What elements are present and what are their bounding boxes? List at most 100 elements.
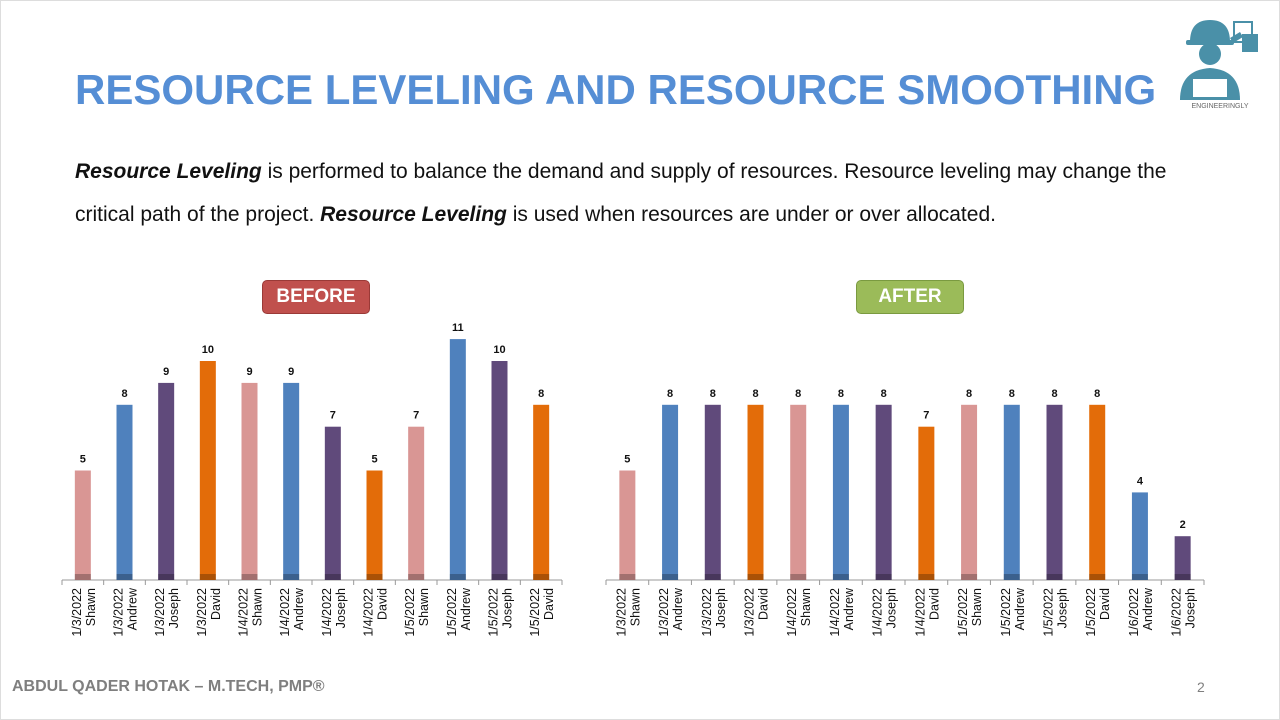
paragraph-text: is performed to balance the demand and s…: [261, 160, 1167, 183]
bar-shadow: [283, 574, 300, 580]
bar: [790, 404, 807, 580]
emphasis-term: Resource Leveling: [75, 160, 262, 183]
bar: [366, 470, 383, 580]
bar-shadow: [918, 574, 935, 580]
bar: [74, 470, 91, 580]
tick-label: 1/3/2022Shawn: [70, 588, 98, 637]
bar: [241, 382, 258, 580]
data-label: 7: [413, 410, 419, 422]
bar-shadow: [491, 574, 508, 580]
data-label: 7: [330, 410, 336, 422]
svg-text:ENGINEERINGLY: ENGINEERINGLY: [1191, 103, 1248, 110]
bar-shadow: [875, 574, 892, 580]
data-label: 8: [710, 388, 716, 400]
bar: [158, 382, 175, 580]
tick-label: 1/4/2022David: [913, 588, 941, 637]
data-label: 10: [493, 344, 505, 356]
bar: [875, 404, 892, 580]
before-badge: BEFORE: [262, 280, 370, 314]
tick-label: 1/5/2022Andrew: [999, 587, 1027, 637]
tick-label: 1/4/2022Andrew: [828, 587, 856, 637]
tick-label: 1/6/2022Joseph: [1170, 588, 1198, 637]
bar: [533, 404, 550, 580]
bar: [704, 404, 721, 580]
data-label: 8: [966, 388, 972, 400]
bar-shadow: [449, 574, 466, 580]
bar-shadow: [116, 574, 133, 580]
data-label: 8: [838, 388, 844, 400]
data-label: 8: [1009, 388, 1015, 400]
tick-label: 1/4/2022Shawn: [785, 588, 813, 637]
bar: [283, 382, 300, 580]
bar-shadow: [1003, 574, 1020, 580]
paragraph-text: critical path of the project.: [75, 203, 321, 226]
after-badge: AFTER: [856, 280, 964, 314]
bar: [1131, 492, 1148, 580]
bar: [116, 404, 133, 580]
data-label: 8: [1094, 388, 1100, 400]
data-label: 5: [624, 454, 630, 466]
paragraph-line-2: critical path of the project. Resource L…: [75, 203, 1205, 227]
bar: [324, 426, 341, 580]
data-label: 8: [752, 388, 758, 400]
data-label: 9: [246, 366, 252, 378]
bar: [1089, 404, 1106, 580]
bar-shadow: [790, 574, 807, 580]
data-label: 8: [667, 388, 673, 400]
footer-author: ABDUL QADER HOTAK – M.TECH, PMP®: [12, 678, 325, 695]
data-label: 8: [121, 388, 127, 400]
bar: [918, 426, 935, 580]
bar: [449, 339, 466, 580]
bar-shadow: [832, 574, 849, 580]
data-label: 7: [923, 410, 929, 422]
data-label: 8: [881, 388, 887, 400]
bar-shadow: [158, 574, 175, 580]
data-label: 8: [538, 388, 544, 400]
bar-shadow: [1131, 574, 1148, 580]
tick-label: 1/5/2022Andrew: [445, 587, 473, 637]
tick-label: 1/4/2022Joseph: [320, 588, 348, 637]
tick-label: 1/6/2022Andrew: [1127, 587, 1155, 637]
data-label: 5: [371, 454, 377, 466]
tick-label: 1/4/2022David: [362, 588, 390, 637]
bar-shadow: [74, 574, 91, 580]
tick-label: 1/5/2022Joseph: [1042, 588, 1070, 637]
tick-label: 1/5/2022Shawn: [403, 588, 431, 637]
tick-label: 1/5/2022Shawn: [956, 588, 984, 637]
bar-shadow: [662, 574, 679, 580]
bar: [408, 426, 425, 580]
data-label: 9: [288, 366, 294, 378]
bar-shadow: [619, 574, 636, 580]
bar-shadow: [1089, 574, 1106, 580]
bar: [961, 404, 978, 580]
data-label: 2: [1180, 519, 1186, 531]
bar: [662, 404, 679, 580]
data-label: 8: [795, 388, 801, 400]
tick-label: 1/3/2022Andrew: [657, 587, 685, 637]
bar-shadow: [704, 574, 721, 580]
tick-label: 1/5/2022Joseph: [487, 588, 515, 637]
after-chart: 5 1/3/2022Shawn 8 1/3/2022Andrew 8 1/3/2022Jo…: [605, 388, 1205, 637]
data-label: 10: [202, 344, 214, 356]
tick-label: 1/3/2022Shawn: [614, 588, 642, 637]
bar-shadow: [199, 574, 216, 580]
emphasis-term: Resource Leveling: [320, 203, 507, 226]
bar: [747, 404, 764, 580]
tick-label: 1/4/2022Joseph: [871, 588, 899, 637]
bar: [1174, 536, 1191, 580]
bar: [1003, 404, 1020, 580]
bar-shadow: [1174, 574, 1191, 580]
tick-label: 1/3/2022Joseph: [700, 588, 728, 637]
tick-label: 1/3/2022Joseph: [153, 588, 181, 637]
tick-label: 1/3/2022David: [195, 588, 223, 637]
bar-shadow: [408, 574, 425, 580]
slide-title: RESOURCE LEVELING AND RESOURCE SMOOTHING: [75, 66, 1157, 113]
bar: [491, 361, 508, 580]
paragraph-line-1: Resource Leveling is performed to balanc…: [75, 160, 1205, 184]
tick-label: 1/5/2022David: [528, 588, 556, 637]
paragraph-text: is used when resources are under or over…: [506, 203, 996, 226]
engineeringly-logo: ENGINEERINGLY: [1172, 12, 1268, 112]
tick-label: 1/4/2022Andrew: [278, 587, 306, 637]
bar-shadow: [366, 574, 383, 580]
tick-label: 1/4/2022Shawn: [237, 588, 265, 637]
